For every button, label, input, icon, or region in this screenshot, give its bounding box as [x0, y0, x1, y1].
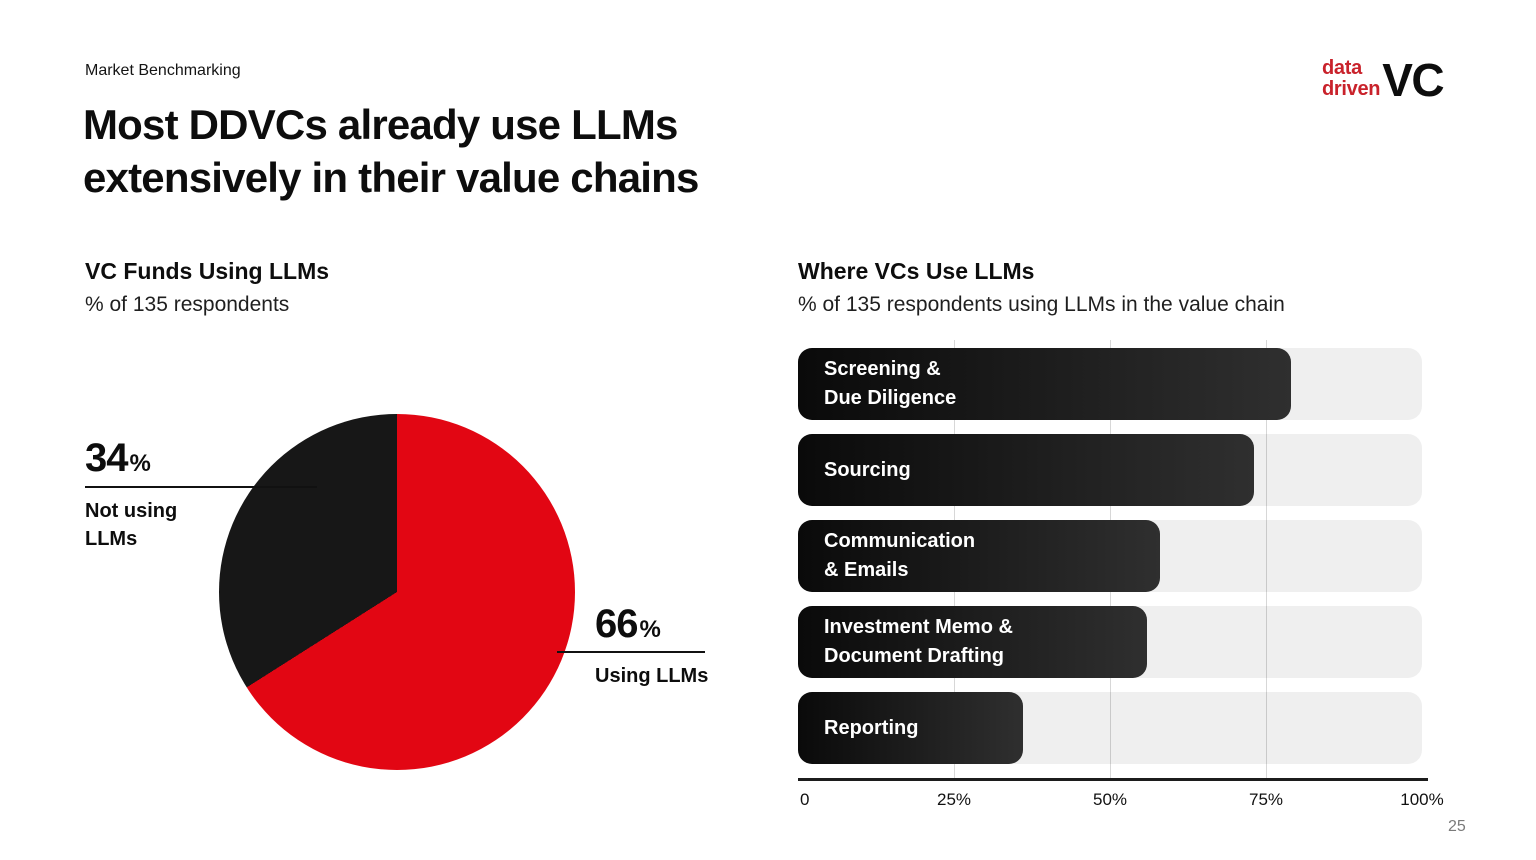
title-line-2: extensively in their value chains [83, 154, 699, 201]
logo-word-data: data [1322, 57, 1362, 79]
bar-label-line1: Investment Memo & [824, 616, 1013, 638]
bar-chart-title: Where VCs Use LLMs [798, 258, 1035, 284]
gridline-75 [1266, 340, 1267, 778]
bar-fill-sourcing: Sourcing [798, 434, 1254, 506]
logo-word-driven: driven [1322, 78, 1381, 100]
x-axis-line [798, 778, 1428, 781]
bar-row: Screening & Due Diligence [798, 348, 1422, 420]
pie-label-not-using-line1: Not using [85, 500, 178, 522]
page-title: Most DDVCs already use LLMs extensively … [83, 98, 699, 204]
pie-chart [219, 414, 575, 770]
logo-vc: VC [1382, 54, 1444, 106]
pie-label-using: Using LLMs [595, 662, 708, 690]
pie-label-not-using-line2: LLMs [85, 528, 138, 550]
bar-fill-reporting: Reporting [798, 692, 1023, 764]
pie-value-using: 66 % [595, 602, 661, 647]
x-tick-100: 100% [1400, 790, 1444, 809]
x-tick-50: 50% [1092, 790, 1128, 809]
bar-row: Communication & Emails [798, 520, 1422, 592]
percent-sign: % [639, 616, 661, 643]
title-line-1: Most DDVCs already use LLMs [83, 101, 678, 148]
bar-fill-communication-emails: Communication & Emails [798, 520, 1160, 592]
pie-label-not-using: Not using LLMs [85, 497, 177, 553]
bar-label-line2: Due Diligence [824, 387, 957, 409]
bar-chart-subtitle: % of 135 respondents using LLMs in the v… [798, 293, 1285, 316]
bar-chart: Screening & Due Diligence Sourcing Commu… [798, 340, 1444, 818]
pie-value-not-using-number: 34 [85, 436, 128, 480]
pie-chart-subtitle: % of 135 respondents [85, 293, 290, 316]
pie-leader-line-using [557, 651, 705, 653]
pie-label-using-line1: Using LLMs [595, 665, 709, 687]
pie-value-using-number: 66 [595, 602, 638, 646]
bar-row: Investment Memo & Document Drafting [798, 606, 1422, 678]
bar-label-line1: Reporting [824, 716, 919, 739]
pie-chart-title: VC Funds Using LLMs [85, 258, 330, 284]
percent-sign: % [129, 450, 151, 477]
page-number: 25 [1448, 818, 1466, 835]
bar-label-line1: Sourcing [824, 458, 911, 481]
bar-label-line1: Communication [824, 530, 976, 552]
bar-fill-investment-memo-drafting: Investment Memo & Document Drafting [798, 606, 1148, 678]
bar-label-line2: & Emails [824, 559, 909, 581]
bar-row: Reporting [798, 692, 1422, 764]
bar-label-line2: Document Drafting [824, 645, 1004, 667]
brand-logo: data driven VC [1322, 54, 1445, 106]
bar-label-line1: Screening & [824, 358, 941, 380]
bar-row: Sourcing [798, 434, 1422, 506]
x-tick-75: 75% [1248, 790, 1284, 809]
x-tick-0: 0 [800, 790, 810, 809]
logo-wordmark: data driven [1322, 57, 1381, 100]
kicker: Market Benchmarking [85, 62, 241, 79]
bar-fill-screening-due-diligence: Screening & Due Diligence [798, 348, 1291, 420]
x-tick-25: 25% [936, 790, 972, 809]
pie-value-not-using: 34 % [85, 436, 151, 481]
pie-leader-line-not-using [85, 486, 317, 488]
